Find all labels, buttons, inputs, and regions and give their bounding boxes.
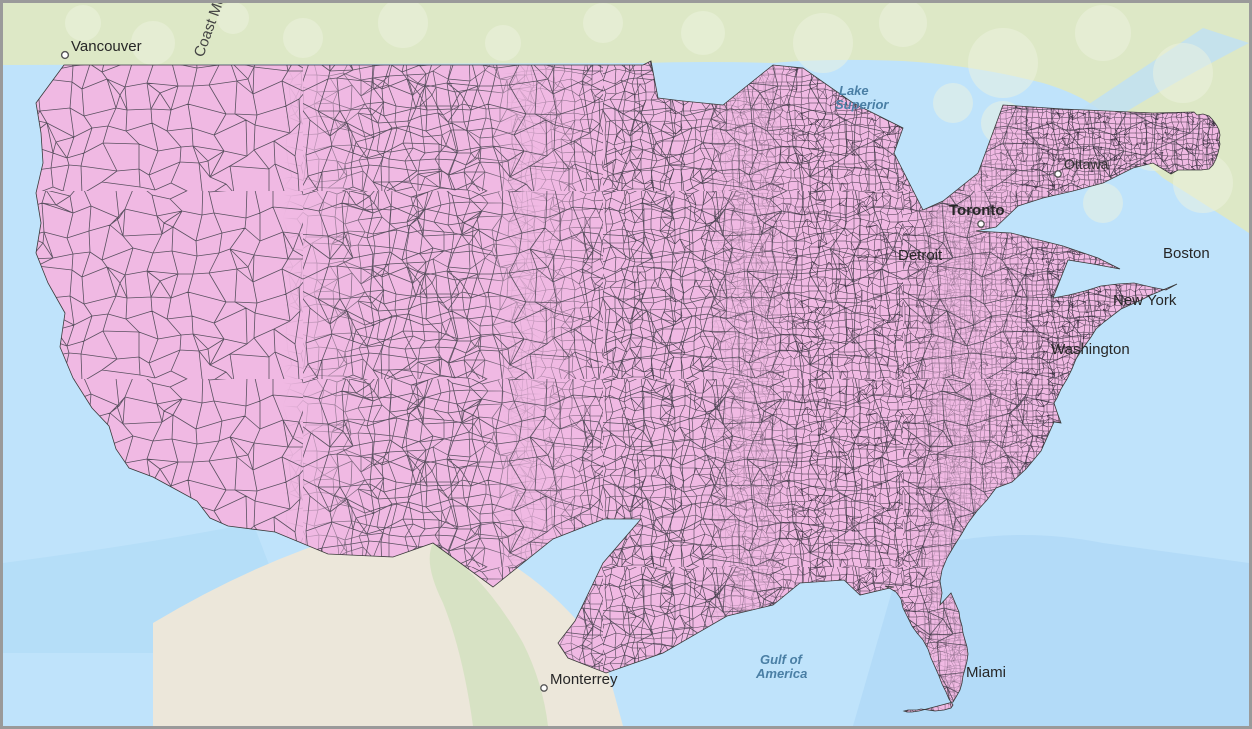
svg-text:Washington: Washington <box>1051 341 1130 358</box>
svg-text:Boston: Boston <box>1163 245 1210 262</box>
svg-text:Miami: Miami <box>966 664 1006 681</box>
svg-text:Lake: Lake <box>839 83 869 98</box>
svg-text:Vancouver: Vancouver <box>71 38 142 55</box>
svg-text:Monterrey: Monterrey <box>550 671 618 688</box>
svg-text:Toronto: Toronto <box>949 202 1005 219</box>
svg-text:Superior: Superior <box>835 97 889 112</box>
svg-text:Ottawa: Ottawa <box>1064 156 1109 172</box>
svg-text:Gulf of: Gulf of <box>760 652 804 667</box>
svg-text:New York: New York <box>1113 292 1177 309</box>
svg-text:America: America <box>755 666 807 681</box>
svg-text:Detroit: Detroit <box>898 247 943 264</box>
